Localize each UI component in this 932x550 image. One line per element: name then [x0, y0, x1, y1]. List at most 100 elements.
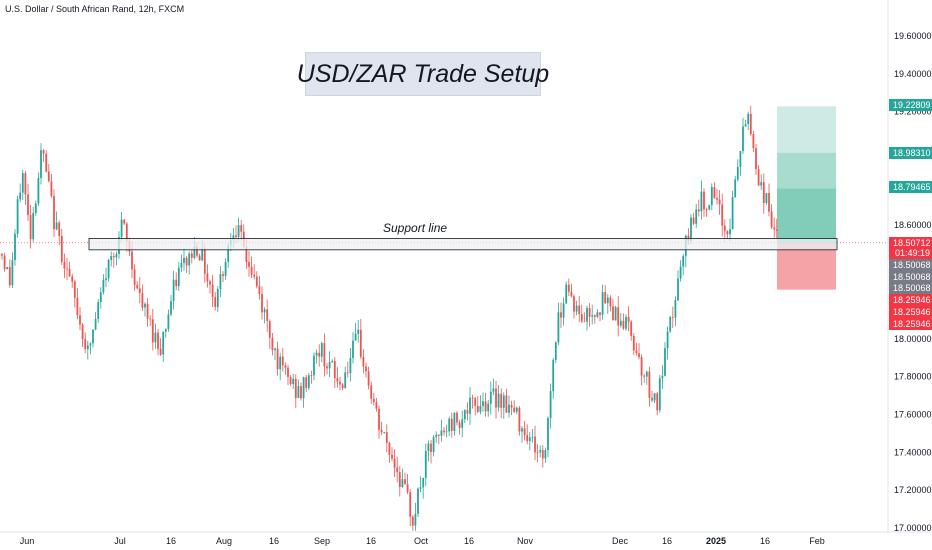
candle-body: [635, 350, 638, 354]
price-tag-entry: [889, 259, 932, 271]
candle-body: [235, 235, 237, 237]
candle-body: [1, 253, 3, 256]
candle-body: [549, 391, 552, 419]
price-tag-label: 19.22809: [893, 100, 931, 110]
candle-body: [47, 171, 50, 182]
candle-body: [344, 372, 347, 389]
candle-body: [206, 273, 209, 282]
candle-body: [21, 173, 24, 193]
candle-body: [487, 403, 490, 412]
candle-body: [349, 358, 352, 374]
candle-body: [739, 150, 742, 167]
candle-body: [71, 276, 74, 282]
candle-body: [560, 312, 562, 318]
price-tag-stop: [889, 294, 932, 306]
candle-body: [437, 434, 440, 436]
x-tick-label: Jul: [114, 536, 126, 546]
candle-body: [99, 292, 102, 303]
candle-body: [289, 377, 292, 384]
candle-body: [326, 366, 328, 369]
price-tag-label: 18.50068: [893, 283, 931, 293]
candle-body: [157, 332, 159, 349]
price-tag-target: [889, 99, 932, 111]
candle-body: [86, 345, 89, 350]
candle-body: [502, 395, 505, 408]
candle-body: [370, 385, 373, 399]
y-tick-label: 18.00000: [894, 334, 932, 344]
candle-body: [383, 432, 386, 433]
candle-body: [323, 343, 326, 367]
candle-body: [703, 191, 705, 210]
candle-body: [692, 217, 695, 224]
candle-body: [489, 391, 492, 404]
candle-body: [237, 225, 240, 237]
candle-body: [552, 359, 555, 392]
candle-body: [414, 513, 417, 526]
price-tag-countdown: 01:49:19: [895, 248, 930, 258]
candle-body: [365, 366, 367, 372]
price-tag-label: 18.25946: [893, 307, 931, 317]
candle-body: [669, 317, 672, 332]
candle-body: [466, 410, 469, 414]
x-tick-label: 16: [760, 536, 770, 546]
candle-body: [79, 315, 81, 325]
candle-body: [102, 279, 105, 293]
candle-body: [752, 134, 755, 149]
candle-body: [222, 274, 224, 276]
candle-body: [396, 467, 399, 473]
candle-body: [588, 308, 591, 317]
target-zone-3: [777, 106, 836, 153]
candle-body: [765, 192, 768, 204]
candle-body: [63, 262, 66, 269]
candle-body: [281, 356, 284, 366]
candle-body: [664, 348, 666, 376]
candle-body: [476, 405, 479, 412]
price-tag-label: 18.98310: [893, 148, 931, 158]
candle-body: [539, 450, 542, 453]
candle-body: [573, 296, 575, 312]
candle-body: [313, 355, 315, 376]
symbol-title: U.S. Dollar / South African Rand, 12h, F…: [5, 4, 185, 14]
candle-body: [40, 150, 42, 179]
candle-body: [333, 361, 336, 379]
candle-body: [24, 173, 27, 195]
candle-body: [643, 375, 646, 377]
candle-body: [505, 395, 508, 413]
candle-body: [125, 223, 128, 241]
x-tick-label: Nov: [517, 536, 534, 546]
candle-body: [60, 235, 63, 263]
support-line-label: Support line: [383, 221, 448, 235]
y-tick-label: 19.40000: [894, 69, 932, 79]
candle-body: [175, 279, 178, 287]
candle-body: [479, 405, 482, 412]
candle-body: [141, 293, 144, 308]
candle-body: [773, 227, 776, 230]
candle-body: [131, 251, 133, 270]
candle-body: [328, 362, 331, 369]
candle-body: [19, 192, 22, 200]
candle-body: [601, 292, 604, 315]
candle-body: [359, 329, 362, 357]
candle-body: [32, 213, 35, 240]
candle-body: [266, 309, 269, 322]
candle-body: [34, 203, 37, 214]
candle-body: [302, 377, 305, 399]
y-tick-label: 19.60000: [894, 31, 932, 41]
candle-body: [453, 412, 456, 432]
candle-body: [463, 410, 466, 420]
candle-body: [492, 388, 495, 392]
candle-body: [666, 331, 669, 349]
candle-body: [731, 197, 734, 230]
candle-body: [726, 231, 729, 235]
candle-body: [258, 286, 261, 294]
price-tag-stop: [889, 306, 932, 318]
price-tag-current: [889, 237, 932, 259]
candle-body: [653, 393, 656, 401]
x-tick-label: 16: [166, 536, 176, 546]
price-tag-label: 18.79465: [893, 182, 931, 192]
candle-body: [596, 312, 599, 317]
candle-body: [89, 343, 92, 346]
candle-body: [450, 418, 453, 432]
candle-body: [557, 312, 560, 343]
